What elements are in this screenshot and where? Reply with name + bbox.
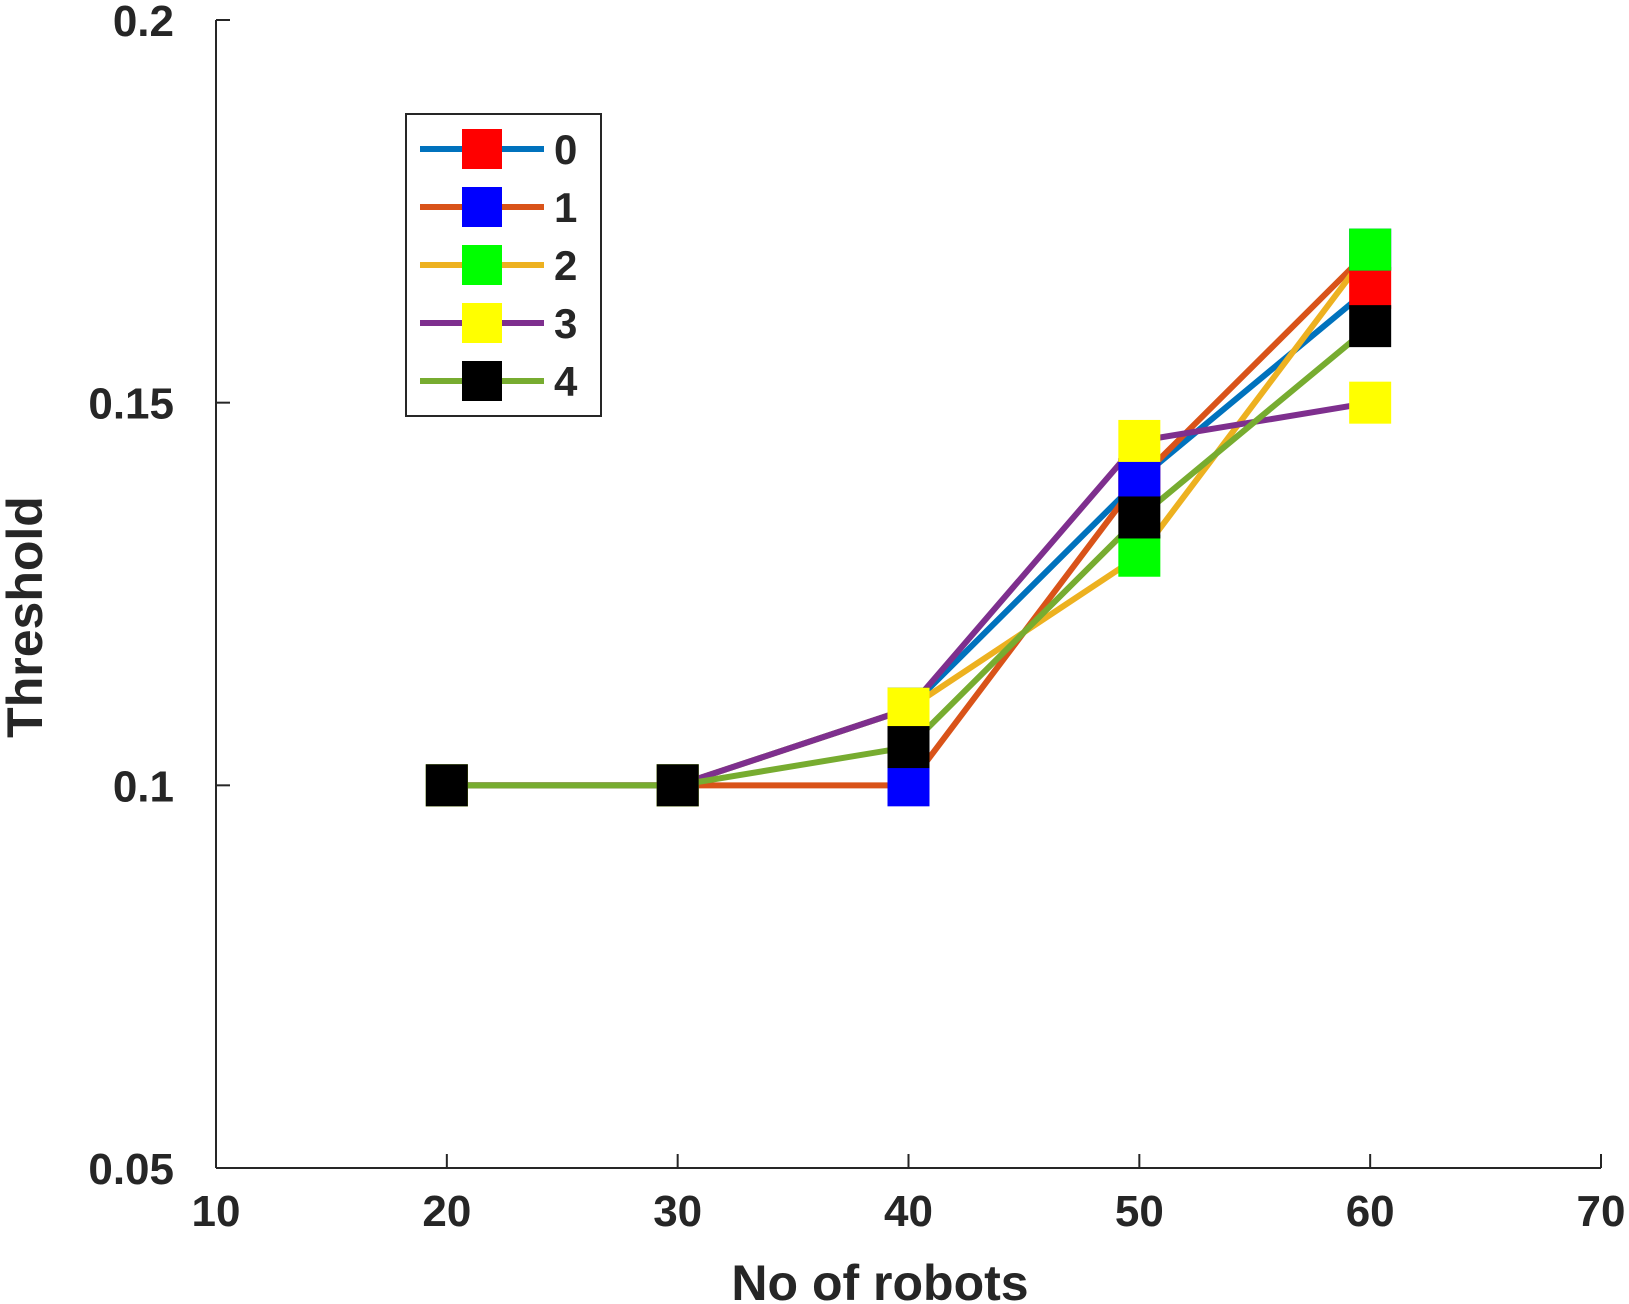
- legend-marker: [462, 245, 502, 285]
- legend-label: 0: [554, 126, 577, 173]
- data-point-0: [1349, 266, 1392, 309]
- data-point-2: [1118, 534, 1161, 577]
- legend-label: 4: [554, 358, 578, 405]
- legend-marker: [462, 187, 502, 227]
- series-layer: [425, 228, 1392, 807]
- data-point-4: [425, 764, 468, 807]
- legend-label: 3: [554, 300, 577, 347]
- data-point-1: [1118, 458, 1161, 501]
- data-point-1: [887, 764, 930, 807]
- legend-marker: [462, 303, 502, 343]
- y-tick-label: 0.2: [113, 0, 174, 46]
- y-tick-label: 0.15: [88, 380, 174, 429]
- legend-label: 2: [554, 242, 577, 289]
- x-tick-label: 40: [884, 1187, 933, 1236]
- legend-label: 1: [554, 184, 577, 231]
- legend-marker: [462, 361, 502, 401]
- x-tick-label: 20: [422, 1187, 471, 1236]
- data-point-3: [887, 687, 930, 730]
- y-tick-label: 0.1: [113, 762, 174, 811]
- y-axis-label: Threshold: [0, 496, 53, 738]
- x-axis-label: No of robots: [731, 1255, 1028, 1304]
- x-tick-label: 10: [192, 1187, 241, 1236]
- x-tick-label: 60: [1346, 1187, 1395, 1236]
- data-point-2: [1349, 228, 1392, 271]
- data-point-4: [656, 764, 699, 807]
- data-point-4: [1349, 305, 1392, 348]
- data-point-3: [1118, 419, 1161, 462]
- axes: 10 20 30 40 50 60 700.050.10.150.2: [88, 0, 1625, 1236]
- y-tick-label: 0.05: [88, 1145, 174, 1194]
- x-tick-label: 30: [653, 1187, 702, 1236]
- x-tick-label: 50: [1115, 1187, 1164, 1236]
- x-tick-label: 70: [1577, 1187, 1626, 1236]
- legend: 0 1 2 3 4: [405, 113, 602, 417]
- data-point-3: [1349, 381, 1392, 424]
- legend-marker: [462, 129, 502, 169]
- data-point-4: [887, 726, 930, 769]
- data-point-4: [1118, 496, 1161, 539]
